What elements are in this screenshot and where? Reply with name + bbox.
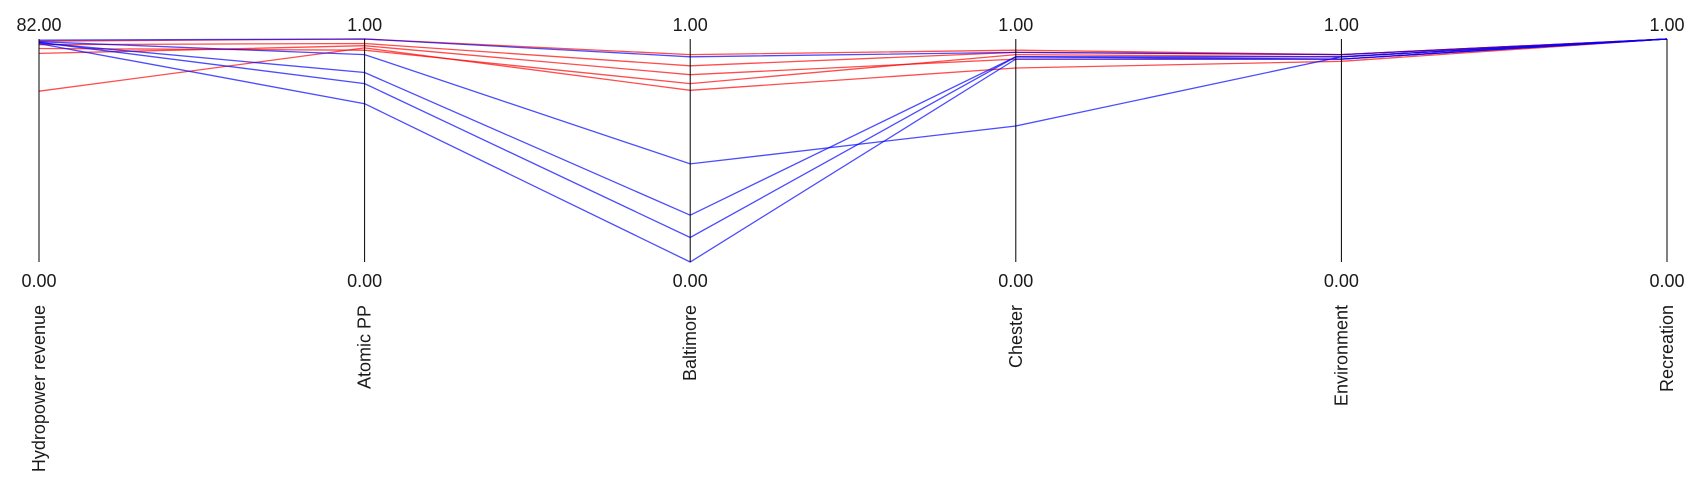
series-line-red-3 (38, 38, 1668, 85)
axis-max-label-hydropower-revenue: 82.00 (16, 15, 61, 35)
axis-min-label-recreation: 0.00 (1649, 271, 1684, 291)
series-line-blue-10 (38, 38, 1668, 263)
series-lines (38, 38, 1668, 263)
axis-max-label-chester: 1.00 (998, 15, 1033, 35)
series-line-blue-6 (38, 38, 1668, 58)
axis-min-label-hydropower-revenue: 0.00 (21, 271, 56, 291)
axis-name-environment: Environment (1331, 305, 1351, 406)
axis-name-chester: Chester (1006, 305, 1026, 368)
axis-max-label-atomic-pp: 1.00 (347, 15, 382, 35)
axis-min-label-baltimore: 0.00 (673, 271, 708, 291)
axis-name-recreation: Recreation (1657, 305, 1677, 392)
axis-name-atomic-pp: Atomic PP (355, 305, 375, 389)
axis-min-label-chester: 0.00 (998, 271, 1033, 291)
axis-name-baltimore: Baltimore (680, 305, 700, 381)
axis-max-label-recreation: 1.00 (1649, 15, 1684, 35)
axes: 82.00 0.00 Hydropower revenue 1.00 0.00 Atomi… (16, 15, 1684, 472)
axis-max-label-environment: 1.00 (1324, 15, 1359, 35)
series-line-blue-7 (38, 38, 1668, 165)
axis-name-hydropower-revenue: Hydropower revenue (29, 305, 49, 472)
series-line-red-5 (38, 38, 1668, 92)
axis-min-label-environment: 0.00 (1324, 271, 1359, 291)
series-line-blue-8 (38, 38, 1668, 216)
axis-max-label-baltimore: 1.00 (673, 15, 708, 35)
axis-min-label-atomic-pp: 0.00 (347, 271, 382, 291)
